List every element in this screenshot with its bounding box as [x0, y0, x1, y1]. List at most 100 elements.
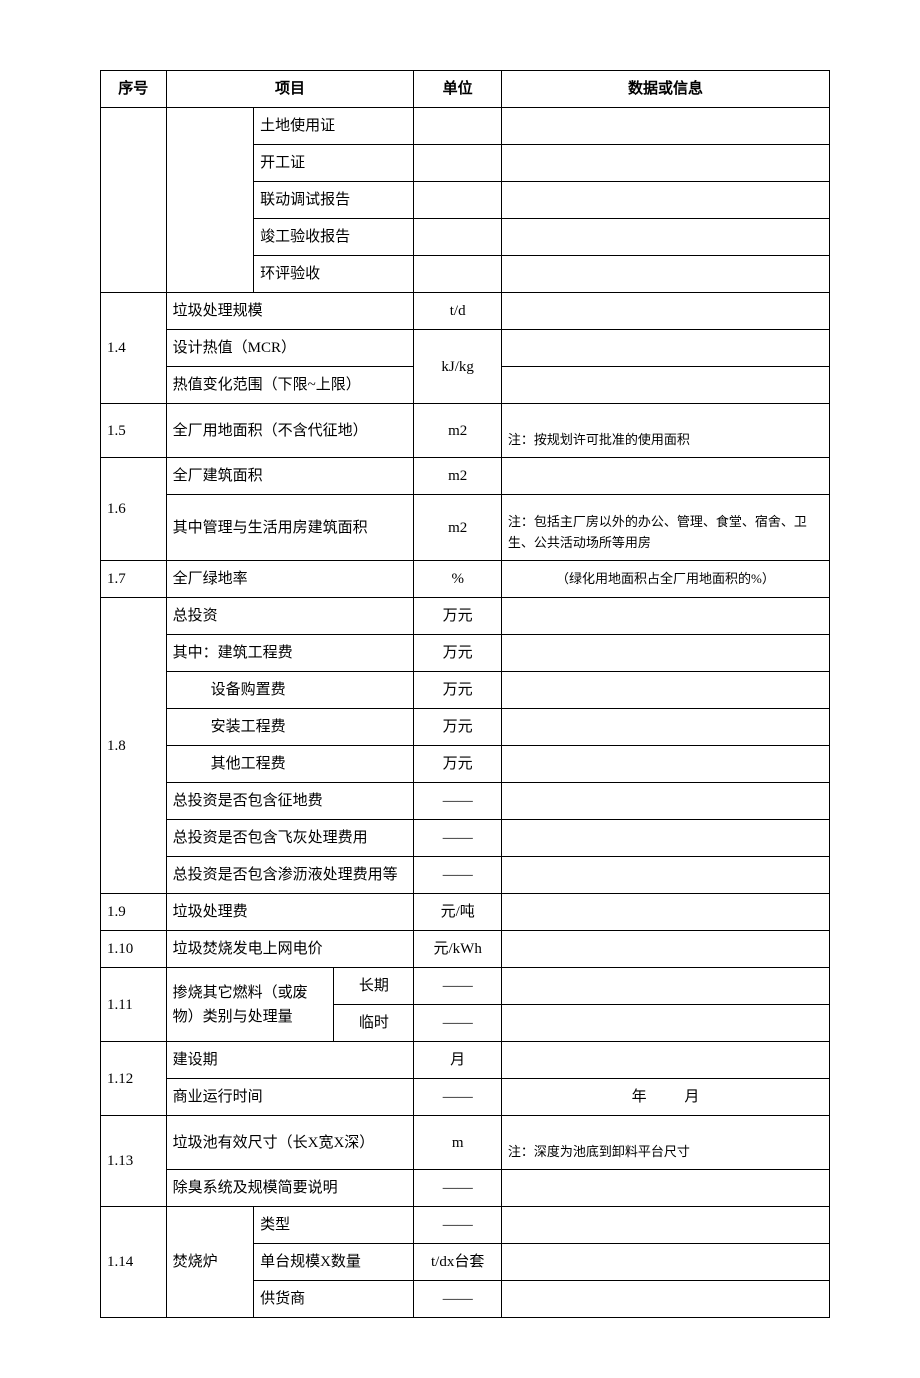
document-page: 序号 项目 单位 数据或信息 土地使用证 开工证 联动调试报告 竣工验收报告 环…: [0, 0, 920, 1378]
cell-data: [501, 145, 829, 182]
table-row: 1.14 焚烧炉 类型 ——: [101, 1207, 830, 1244]
cell-unit: t/dx台套: [414, 1244, 501, 1281]
cell-unit: ——: [414, 1170, 501, 1207]
table-row: 其中：建筑工程费 万元: [101, 635, 830, 672]
cell-item: 掺烧其它燃料（或废物）类别与处理量: [166, 968, 334, 1042]
table-row: 设计热值（MCR） kJ/kg: [101, 330, 830, 367]
cell-data: [501, 783, 829, 820]
cell-unit: ——: [414, 820, 501, 857]
cell-unit: ——: [414, 1281, 501, 1318]
cell-data: [501, 1005, 829, 1042]
cell-unit: [414, 256, 501, 293]
table-row: 总投资是否包含飞灰处理费用 ——: [101, 820, 830, 857]
cell-data: [501, 1042, 829, 1079]
cell-item: 安装工程费: [166, 709, 414, 746]
cell-item: 全厂用地面积（不含代征地）: [166, 404, 414, 458]
header-unit: 单位: [414, 71, 501, 108]
table-row: 设备购置费 万元: [101, 672, 830, 709]
cell-data: [501, 1207, 829, 1244]
cell-data: [501, 968, 829, 1005]
table-row: 其中管理与生活用房建筑面积 m2 注：包括主厂房以外的办公、管理、食堂、宿舍、卫…: [101, 495, 830, 561]
cell-unit: [414, 182, 501, 219]
cell-unit: ——: [414, 857, 501, 894]
cell-unit: [414, 145, 501, 182]
cell-item: 其他工程费: [166, 746, 414, 783]
cell-data: [501, 367, 829, 404]
header-item: 项目: [166, 71, 414, 108]
cell-subitem: 长期: [334, 968, 414, 1005]
cell-unit: ——: [414, 783, 501, 820]
cell-item: 垃圾焚烧发电上网电价: [166, 931, 414, 968]
cell-seq-blank: [101, 108, 167, 293]
table-row: 1.5 全厂用地面积（不含代征地） m2 注：按规划许可批准的使用面积: [101, 404, 830, 458]
cell-item: 设计热值（MCR）: [166, 330, 414, 367]
cell-data: [501, 857, 829, 894]
cell-item: 其中：建筑工程费: [166, 635, 414, 672]
cell-item: 商业运行时间: [166, 1079, 414, 1116]
cell-data: [501, 458, 829, 495]
cell-item: 热值变化范围（下限~上限）: [166, 367, 414, 404]
cell-sub-blank: [166, 108, 253, 293]
cell-unit: m: [414, 1116, 501, 1170]
cell-item: 土地使用证: [254, 108, 414, 145]
table-row: 除臭系统及规模简要说明 ——: [101, 1170, 830, 1207]
table-row: 1.4 垃圾处理规模 t/d: [101, 293, 830, 330]
cell-data: [501, 1281, 829, 1318]
cell-data: [501, 108, 829, 145]
cell-unit: [414, 108, 501, 145]
cell-unit: 元/吨: [414, 894, 501, 931]
table-row: 1.8 总投资 万元: [101, 598, 830, 635]
cell-note: （绿化用地面积占全厂用地面积的%）: [501, 561, 829, 598]
header-seq: 序号: [101, 71, 167, 108]
spec-table: 序号 项目 单位 数据或信息 土地使用证 开工证 联动调试报告 竣工验收报告 环…: [100, 70, 830, 1318]
cell-seq: 1.11: [101, 968, 167, 1042]
cell-data: [501, 219, 829, 256]
table-row: 1.6 全厂建筑面积 m2: [101, 458, 830, 495]
cell-unit: m2: [414, 458, 501, 495]
cell-item: 建设期: [166, 1042, 414, 1079]
table-row: 土地使用证: [101, 108, 830, 145]
cell-subitem: 临时: [334, 1005, 414, 1042]
cell-seq: 1.4: [101, 293, 167, 404]
cell-unit: 万元: [414, 672, 501, 709]
cell-item: 垃圾处理规模: [166, 293, 414, 330]
cell-unit: 元/kWh: [414, 931, 501, 968]
cell-data: [501, 1170, 829, 1207]
cell-item: 垃圾处理费: [166, 894, 414, 931]
cell-unit: m2: [414, 495, 501, 561]
cell-item: 环评验收: [254, 256, 414, 293]
cell-item: 全厂绿地率: [166, 561, 414, 598]
cell-data: [501, 182, 829, 219]
header-row: 序号 项目 单位 数据或信息: [101, 71, 830, 108]
cell-data: [501, 598, 829, 635]
cell-item: 总投资是否包含征地费: [166, 783, 414, 820]
cell-unit: kJ/kg: [414, 330, 501, 404]
cell-unit: t/d: [414, 293, 501, 330]
cell-unit: ——: [414, 1079, 501, 1116]
table-row: 1.11 掺烧其它燃料（或废物）类别与处理量 长期 ——: [101, 968, 830, 1005]
cell-item: 垃圾池有效尺寸（长X宽X深）: [166, 1116, 414, 1170]
cell-seq: 1.12: [101, 1042, 167, 1116]
table-row: 商业运行时间 —— 年 月: [101, 1079, 830, 1116]
table-row: 总投资是否包含征地费 ——: [101, 783, 830, 820]
table-row: 1.9 垃圾处理费 元/吨: [101, 894, 830, 931]
cell-item: 开工证: [254, 145, 414, 182]
table-row: 1.7 全厂绿地率 % （绿化用地面积占全厂用地面积的%）: [101, 561, 830, 598]
cell-unit: 万元: [414, 635, 501, 672]
table-row: 1.12 建设期 月: [101, 1042, 830, 1079]
cell-data: [501, 709, 829, 746]
cell-unit: ——: [414, 1207, 501, 1244]
cell-seq: 1.6: [101, 458, 167, 561]
cell-item: 单台规模X数量: [254, 1244, 414, 1281]
cell-data: [501, 330, 829, 367]
cell-data: [501, 672, 829, 709]
unit-text: m2: [448, 423, 467, 439]
cell-seq: 1.10: [101, 931, 167, 968]
cell-unit: ——: [414, 968, 501, 1005]
cell-data: [501, 293, 829, 330]
cell-item: 设备购置费: [166, 672, 414, 709]
header-data: 数据或信息: [501, 71, 829, 108]
cell-unit: [414, 219, 501, 256]
cell-item: 总投资是否包含飞灰处理费用: [166, 820, 414, 857]
cell-item: 供货商: [254, 1281, 414, 1318]
